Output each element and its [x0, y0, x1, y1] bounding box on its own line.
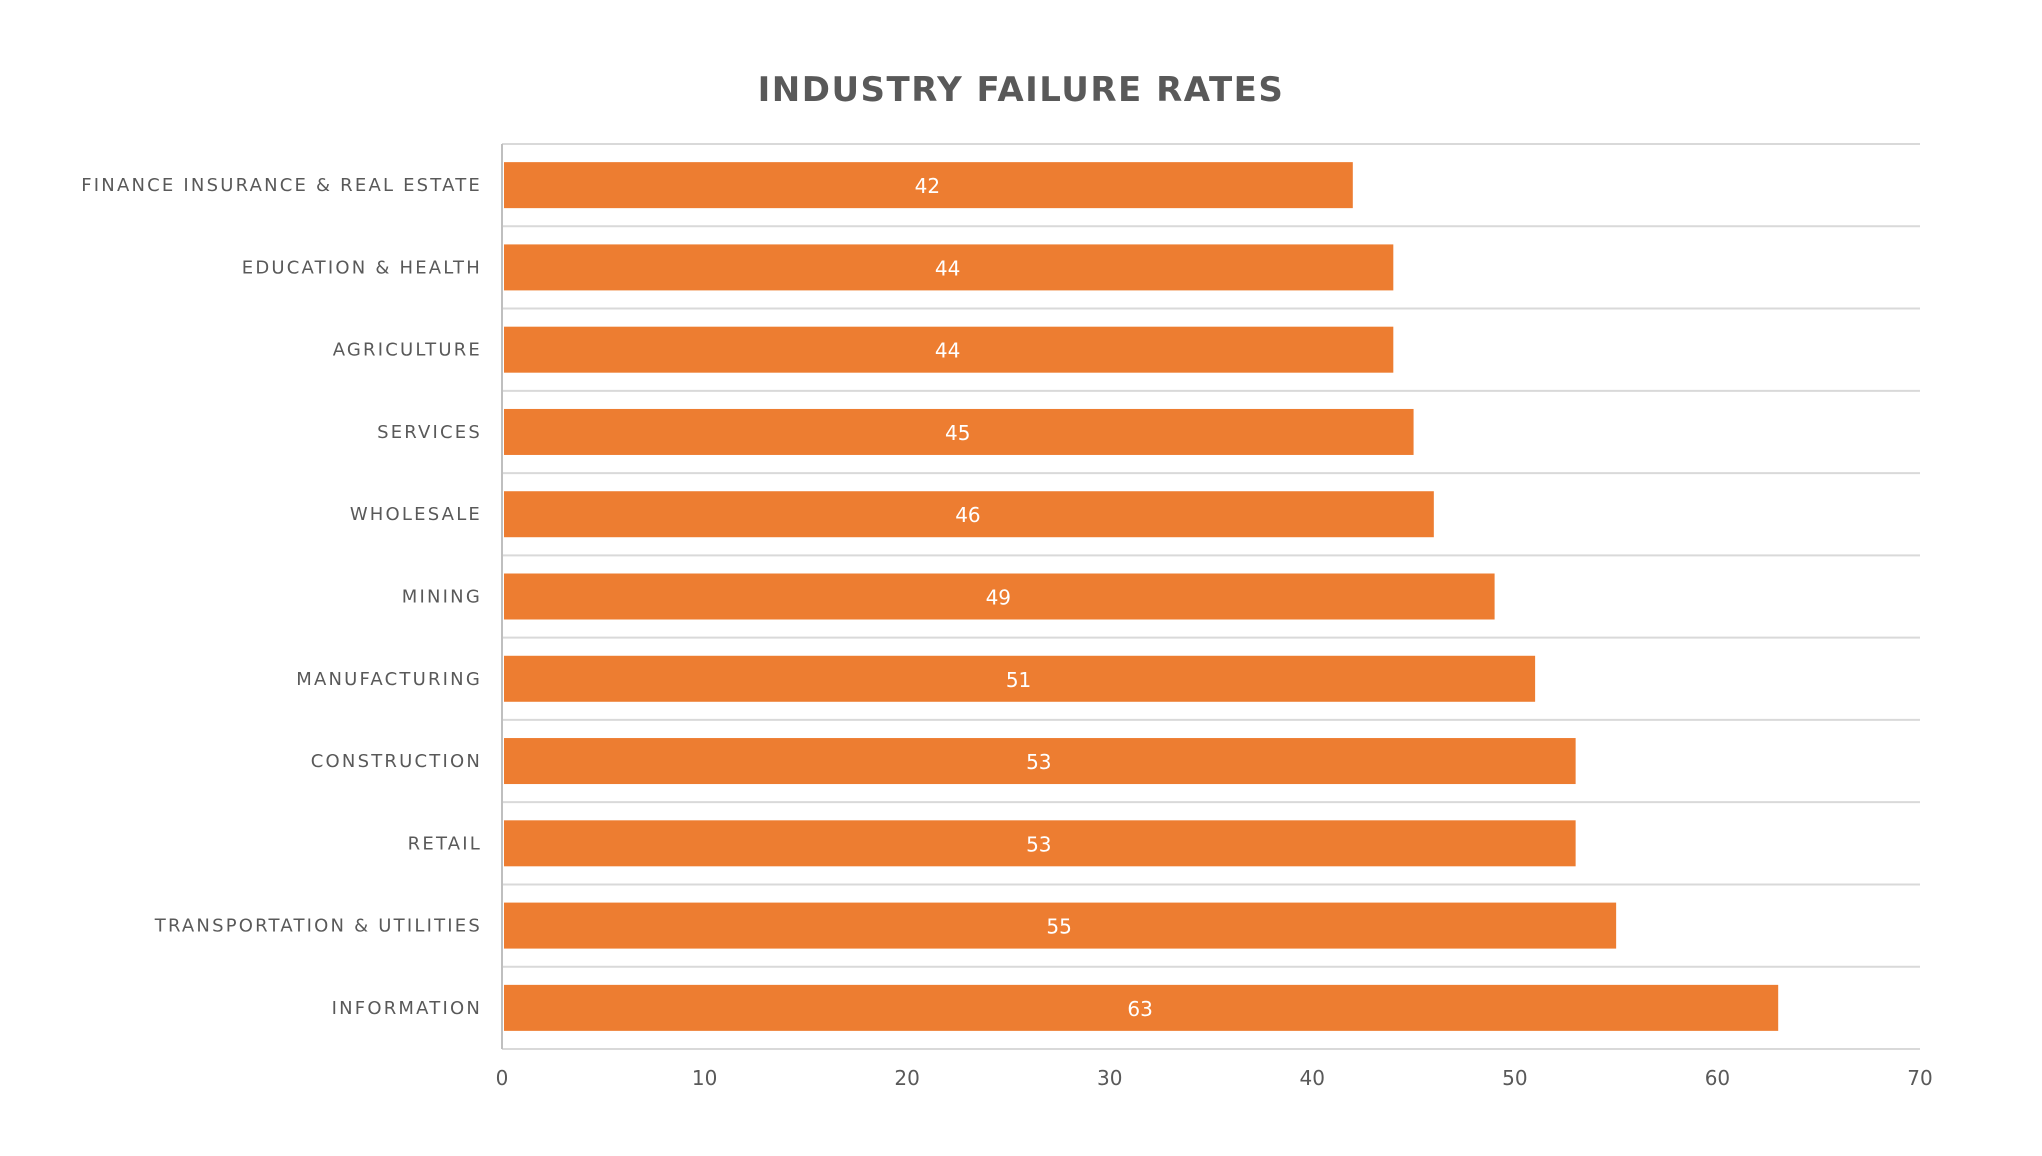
data-label: 44 — [935, 339, 960, 363]
bar — [504, 491, 1434, 538]
x-tick-label: 0 — [496, 1066, 509, 1090]
category-label: SERVICES — [377, 422, 482, 443]
data-label: 53 — [1026, 832, 1051, 856]
data-label: 46 — [955, 503, 980, 527]
data-label: 44 — [935, 256, 960, 280]
bars — [504, 162, 1779, 1031]
grid-lines — [501, 143, 1920, 1050]
category-label: MINING — [402, 587, 482, 608]
category-label: CONSTRUCTION — [311, 751, 482, 772]
category-label: RETAIL — [408, 833, 482, 854]
bar — [504, 820, 1576, 867]
data-label: 55 — [1046, 915, 1071, 939]
data-label: 49 — [986, 586, 1011, 610]
data-label: 45 — [945, 421, 970, 445]
bar — [504, 408, 1414, 455]
data-label: 63 — [1127, 997, 1152, 1021]
x-tick-label: 50 — [1502, 1066, 1527, 1090]
data-label: 53 — [1026, 750, 1051, 774]
bar — [504, 984, 1779, 1031]
category-label: TRANSPORTATION & UTILITIES — [154, 916, 482, 937]
x-tick-label: 10 — [692, 1066, 717, 1090]
x-tick-label: 70 — [1907, 1066, 1932, 1090]
bar — [504, 326, 1394, 373]
bar — [504, 573, 1495, 620]
x-tick-label: 60 — [1705, 1066, 1730, 1090]
bar — [504, 655, 1536, 702]
data-label: 51 — [1006, 668, 1031, 692]
labels: 42 FINANCE INSURANCE & REAL ESTATE 44 EDUCA… — [81, 174, 1932, 1090]
x-tick-label: 40 — [1300, 1066, 1325, 1090]
bar — [504, 902, 1617, 949]
x-tick-label: 20 — [894, 1066, 919, 1090]
x-tick-label: 30 — [1097, 1066, 1122, 1090]
bar — [504, 244, 1394, 291]
chart-title: INDUSTRY FAILURE RATES — [757, 70, 1285, 110]
category-label: INFORMATION — [332, 998, 482, 1019]
data-label: 42 — [915, 174, 940, 198]
category-label: EDUCATION & HEALTH — [242, 257, 482, 278]
category-label: MANUFACTURING — [296, 669, 482, 690]
category-label: WHOLESALE — [350, 504, 482, 525]
category-label: AGRICULTURE — [333, 340, 482, 361]
category-label: FINANCE INSURANCE & REAL ESTATE — [81, 175, 482, 196]
bar — [504, 738, 1576, 785]
bar — [504, 162, 1353, 209]
